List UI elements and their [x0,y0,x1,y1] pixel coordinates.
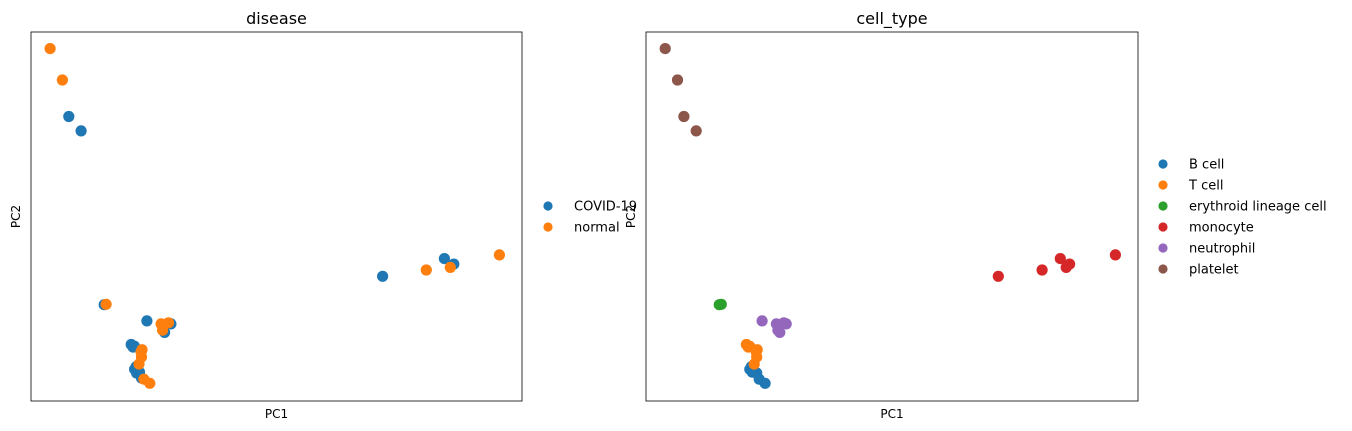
disease-y-label: PC2 [9,205,23,228]
cell-type-legend-label-platelet: platelet [1189,263,1239,278]
cell-type-point-neutrophil [774,326,786,338]
cell-type-legend-marker-platelet [1158,264,1168,274]
cell-type-points [659,43,1121,389]
cell-type-axes-frame [645,31,1139,402]
disease-point-covid-19 [141,315,153,327]
disease-point-normal [162,317,175,329]
disease-point-normal [144,377,156,389]
disease-legend-marker-covid-19 [543,201,553,211]
cell-type-legend-label-monocyte: monocyte [1189,221,1254,236]
disease-axes-frame [30,31,523,402]
disease-legend-label-normal: normal [574,221,620,236]
disease-point-normal [56,74,68,86]
disease-point-normal [133,358,145,370]
cell-type-panel: cell_type PC1 PC2 B cell T cell erythroid … [624,9,1327,421]
cell-type-point-neutrophil [756,315,768,327]
cell-type-legend-label-t-cell: T cell [1188,179,1223,194]
cell-type-point-monocyte [992,270,1004,282]
cell-type-point-erythroid-lineage-cell [715,298,727,310]
cell-type-point-monocyte [1036,264,1048,276]
disease-point-covid-19 [377,270,389,282]
cell-type-point-t-cell [748,358,760,370]
cell-type-point-monocyte [1109,249,1121,261]
cell-type-legend-marker-b-cell [1158,159,1168,169]
cell-type-point-platelet [678,110,690,123]
cell-type-title: cell_type [856,9,927,29]
cell-type-legend-marker-neutrophil [1158,243,1168,253]
disease-x-label: PC1 [265,407,288,421]
disease-panel: disease PC1 PC2 COVID-19 normal [9,9,637,421]
cell-type-point-platelet [671,74,684,86]
cell-type-legend-marker-erythroid-lineage-cell [1158,201,1168,211]
cell-type-legend-label-b-cell: B cell [1189,158,1224,173]
cell-type-point-neutrophil [780,318,792,330]
cell-type-point-b-cell [759,377,771,389]
disease-point-normal [44,43,56,55]
cell-type-x-label: PC1 [880,407,903,421]
disease-point-normal [136,344,148,356]
disease-point-covid-19 [63,110,75,123]
disease-title: disease [246,9,307,28]
disease-point-normal [444,261,456,273]
disease-legend-label-covid-19: COVID-19 [574,200,637,215]
disease-point-normal [493,249,505,261]
cell-type-point-platelet [659,43,671,55]
cell-type-legend-marker-t-cell [1158,180,1168,190]
disease-legend-marker-normal [543,222,553,232]
cell-type-point-platelet [690,125,702,137]
cell-type-legend-label-erythroid-lineage-cell: erythroid lineage cell [1189,200,1327,215]
cell-type-point-monocyte [1054,253,1066,265]
cell-type-point-t-cell [751,344,763,356]
cell-type-legend-label-neutrophil: neutrophil [1189,242,1255,257]
disease-legend: COVID-19 normal [543,200,637,236]
cell-type-point-monocyte [1064,258,1076,270]
disease-point-covid-19 [75,125,87,137]
cell-type-legend: B cell T cell erythroid lineage cell monocy… [1158,158,1327,278]
cell-type-y-label: PC2 [624,205,638,228]
disease-points [44,43,505,389]
cell-type-legend-marker-monocyte [1158,222,1168,232]
disease-point-normal [100,298,112,310]
disease-point-normal [420,264,432,276]
disease-point-covid-19 [438,253,450,265]
